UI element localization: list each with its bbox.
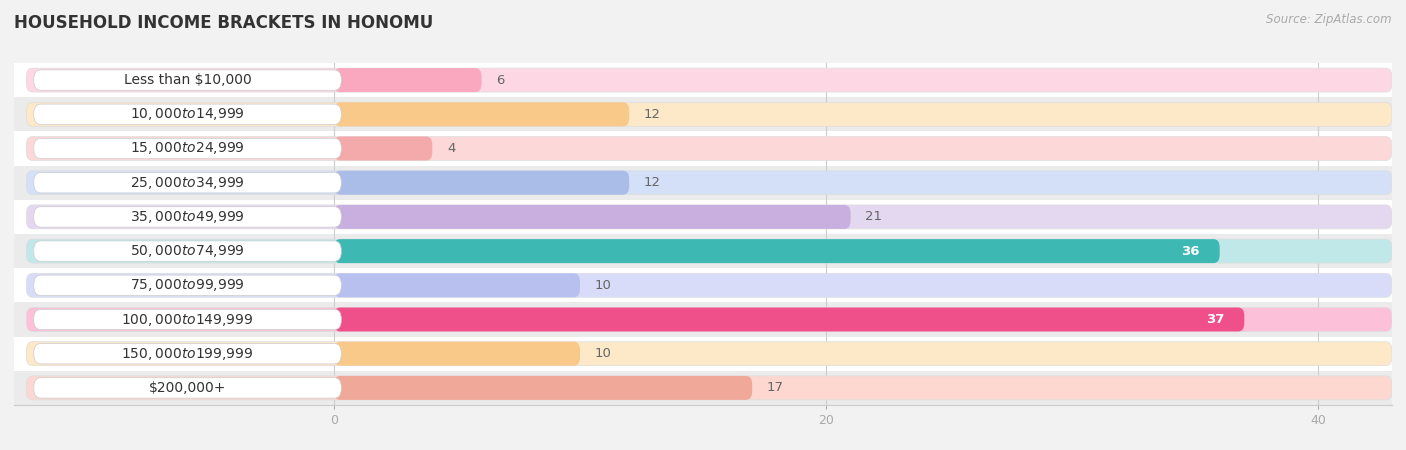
Text: 21: 21 (866, 211, 883, 223)
Text: 37: 37 (1206, 313, 1225, 326)
FancyBboxPatch shape (335, 342, 581, 366)
Bar (14, 302, 1392, 337)
Text: $35,000 to $49,999: $35,000 to $49,999 (131, 209, 245, 225)
Bar (14, 268, 1392, 302)
FancyBboxPatch shape (34, 138, 342, 159)
Text: 12: 12 (644, 108, 661, 121)
Text: $75,000 to $99,999: $75,000 to $99,999 (131, 277, 245, 293)
FancyBboxPatch shape (335, 376, 752, 400)
Text: 17: 17 (768, 382, 785, 394)
Text: 10: 10 (595, 279, 612, 292)
Bar (14, 371, 1392, 405)
FancyBboxPatch shape (34, 207, 342, 227)
FancyBboxPatch shape (27, 68, 1392, 92)
FancyBboxPatch shape (335, 205, 851, 229)
FancyBboxPatch shape (34, 378, 342, 398)
Text: HOUSEHOLD INCOME BRACKETS IN HONOMU: HOUSEHOLD INCOME BRACKETS IN HONOMU (14, 14, 433, 32)
FancyBboxPatch shape (34, 70, 342, 90)
Text: $100,000 to $149,999: $100,000 to $149,999 (121, 311, 253, 328)
FancyBboxPatch shape (335, 136, 433, 161)
FancyBboxPatch shape (27, 273, 1392, 297)
FancyBboxPatch shape (27, 239, 1392, 263)
FancyBboxPatch shape (34, 104, 342, 125)
Text: 4: 4 (447, 142, 456, 155)
FancyBboxPatch shape (335, 171, 630, 195)
FancyBboxPatch shape (335, 273, 581, 297)
FancyBboxPatch shape (34, 241, 342, 261)
FancyBboxPatch shape (27, 171, 1392, 195)
FancyBboxPatch shape (34, 275, 342, 296)
Text: Source: ZipAtlas.com: Source: ZipAtlas.com (1267, 14, 1392, 27)
FancyBboxPatch shape (335, 102, 630, 126)
Text: 10: 10 (595, 347, 612, 360)
FancyBboxPatch shape (335, 307, 1244, 332)
Bar (14, 166, 1392, 200)
FancyBboxPatch shape (27, 376, 1392, 400)
Bar (14, 234, 1392, 268)
Bar (14, 63, 1392, 97)
Text: 6: 6 (496, 74, 505, 86)
FancyBboxPatch shape (335, 239, 1219, 263)
Text: $200,000+: $200,000+ (149, 381, 226, 395)
Text: 36: 36 (1181, 245, 1201, 257)
FancyBboxPatch shape (34, 343, 342, 364)
Bar (14, 131, 1392, 166)
Text: $50,000 to $74,999: $50,000 to $74,999 (131, 243, 245, 259)
Text: $15,000 to $24,999: $15,000 to $24,999 (131, 140, 245, 157)
Text: $150,000 to $199,999: $150,000 to $199,999 (121, 346, 253, 362)
Bar (14, 97, 1392, 131)
FancyBboxPatch shape (27, 102, 1392, 126)
FancyBboxPatch shape (34, 172, 342, 193)
Bar (14, 200, 1392, 234)
FancyBboxPatch shape (27, 136, 1392, 161)
Text: Less than $10,000: Less than $10,000 (124, 73, 252, 87)
Text: $25,000 to $34,999: $25,000 to $34,999 (131, 175, 245, 191)
Bar (14, 337, 1392, 371)
FancyBboxPatch shape (27, 205, 1392, 229)
FancyBboxPatch shape (27, 342, 1392, 366)
Text: 12: 12 (644, 176, 661, 189)
Text: $10,000 to $14,999: $10,000 to $14,999 (131, 106, 245, 122)
FancyBboxPatch shape (335, 68, 481, 92)
FancyBboxPatch shape (34, 309, 342, 330)
FancyBboxPatch shape (27, 307, 1392, 332)
